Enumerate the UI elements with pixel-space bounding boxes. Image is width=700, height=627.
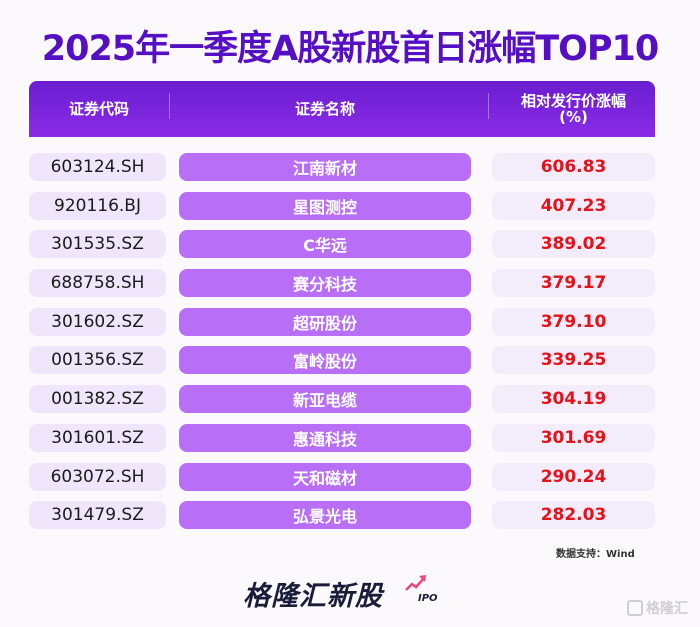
data-source-note: 数据支持：Wind (556, 549, 635, 560)
header-change-unit: (%) (559, 108, 588, 126)
header-name: 证券名称 (294, 100, 355, 118)
brand-logo-suffix: IPO (418, 593, 438, 604)
code-cell: 688758.SH (29, 269, 166, 298)
value-cell: 379.17 (492, 269, 655, 298)
value-cell: 379.10 (492, 307, 655, 336)
code-cell: 001382.SZ (29, 385, 166, 414)
table-header: 证券代码 证券名称 相对发行价涨幅 (%) (29, 81, 655, 137)
table-row: 001382.SZ 新亚电缆 304.19 (29, 385, 655, 414)
trend-arrow-icon (405, 575, 426, 591)
table-row: 920116.BJ 星图测控 407.23 (29, 191, 655, 220)
header-divider (169, 93, 170, 119)
code-cell: 301479.SZ (29, 501, 166, 530)
name-cell: 惠通科技 (179, 423, 471, 452)
value-cell: 389.02 (492, 230, 655, 259)
value-cell: 304.19 (492, 385, 655, 414)
code-cell: 301535.SZ (29, 230, 166, 259)
header-change-label: 相对发行价涨幅 (520, 92, 626, 110)
name-cell: C华远 (179, 230, 471, 259)
watermark-text: 格隆汇 (646, 601, 688, 617)
header-code: 证券代码 (68, 100, 129, 118)
name-cell: 弘景光电 (179, 501, 471, 530)
value-cell: 282.03 (492, 501, 655, 530)
watermark-logo-icon (627, 600, 643, 616)
table-body: 603124.SH 江南新材 606.83 920116.BJ 星图测控 407.23 … (29, 153, 655, 540)
page-title: 2025年一季度A股新股首日涨幅TOP10 (41, 29, 660, 69)
table-row: 301535.SZ C华远 389.02 (29, 230, 655, 259)
table-row: 301601.SZ 惠通科技 301.69 (29, 423, 655, 452)
watermark: 格隆汇 (627, 598, 688, 618)
name-cell: 富岭股份 (179, 346, 471, 375)
code-cell: 301601.SZ (29, 423, 166, 452)
header-change: 相对发行价涨幅 (%) (492, 81, 655, 137)
code-cell: 603072.SH (29, 462, 166, 491)
table-row: 603124.SH 江南新材 606.83 (29, 153, 655, 181)
name-cell: 江南新材 (179, 153, 471, 181)
value-cell: 407.23 (492, 191, 655, 220)
table-row: 001356.SZ 富岭股份 339.25 (29, 346, 655, 375)
name-cell: 星图测控 (179, 191, 471, 220)
name-cell: 天和磁材 (179, 462, 471, 491)
name-cell: 新亚电缆 (179, 385, 471, 414)
code-cell: 001356.SZ (29, 346, 166, 375)
table-row: 688758.SH 赛分科技 379.17 (29, 269, 655, 298)
brand-logo: 格隆汇新股 (243, 581, 383, 612)
name-cell: 超研股份 (179, 307, 471, 336)
code-cell: 301602.SZ (29, 307, 166, 336)
value-cell: 290.24 (492, 462, 655, 491)
code-cell: 603124.SH (29, 153, 166, 181)
value-cell: 301.69 (492, 423, 655, 452)
name-cell: 赛分科技 (179, 269, 471, 298)
value-cell: 339.25 (492, 346, 655, 375)
code-cell: 920116.BJ (29, 191, 166, 220)
value-cell: 606.83 (492, 153, 655, 181)
table-row: 301479.SZ 弘景光电 282.03 (29, 501, 655, 530)
table-row: 603072.SH 天和磁材 290.24 (29, 462, 655, 491)
table-row: 301602.SZ 超研股份 379.10 (29, 307, 655, 336)
header-divider (488, 93, 489, 119)
